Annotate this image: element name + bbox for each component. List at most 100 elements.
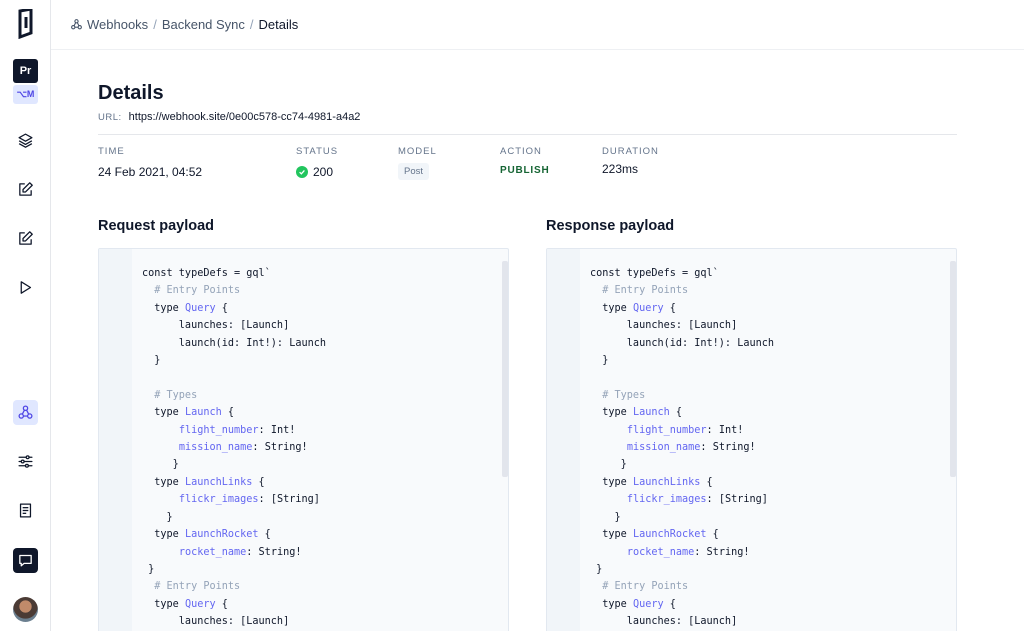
code-line: const typeDefs = gql` <box>142 265 326 282</box>
docs-nav-item[interactable] <box>13 498 38 523</box>
code-line: # Entry Points <box>590 282 774 299</box>
code-token: Query <box>632 598 664 610</box>
chat-icon <box>19 554 32 567</box>
code-token: type <box>590 407 633 419</box>
code-token: const typeDefs = gql` <box>142 268 271 279</box>
code-token: type <box>142 598 185 610</box>
code-line: # Entry Points <box>590 578 774 595</box>
code-line: mission_name: String! <box>590 439 774 456</box>
code-line: } <box>142 509 326 526</box>
content-nav-item[interactable] <box>13 177 38 202</box>
response-payload-code[interactable]: const typeDefs = gql` # Entry Points typ… <box>590 265 774 631</box>
code-token: } <box>142 511 173 523</box>
schema-nav-item[interactable] <box>13 128 38 153</box>
code-line: type Query { <box>590 596 774 613</box>
avatar[interactable] <box>13 597 38 622</box>
action-label: ACTION <box>500 146 542 157</box>
code-token <box>142 494 179 505</box>
response-payload-editor[interactable]: const typeDefs = gql` # Entry Points typ… <box>546 248 957 631</box>
code-token: : String! <box>252 442 308 454</box>
code-token <box>590 425 627 436</box>
editor-nav-item[interactable] <box>13 226 38 251</box>
status-label: STATUS <box>296 146 339 157</box>
webhooks-icon <box>71 19 82 30</box>
settings-nav-item[interactable] <box>13 449 38 474</box>
logo-icon[interactable] <box>17 9 35 39</box>
page-title: Details <box>98 82 164 104</box>
code-line: type Launch { <box>590 404 774 421</box>
code-token: : String! <box>700 442 756 454</box>
code-token: { <box>663 302 676 314</box>
scrollbar[interactable] <box>502 261 508 477</box>
code-token: type <box>142 529 185 541</box>
divider <box>98 134 957 135</box>
code-token: } <box>142 563 155 575</box>
action-value: PUBLISH <box>500 165 550 176</box>
code-line: launches: [Launch] <box>590 613 774 630</box>
code-line: launch(id: Int!): Launch <box>142 335 326 352</box>
request-payload-code[interactable]: const typeDefs = gql` # Entry Points typ… <box>142 265 326 631</box>
check-circle-icon <box>296 166 308 178</box>
code-token: { <box>221 407 235 419</box>
code-token: launch(id: Int!): Launch <box>590 337 775 349</box>
code-line: } <box>590 509 774 526</box>
code-line: } <box>142 561 326 578</box>
breadcrumb-separator: / <box>249 17 254 32</box>
code-line: type Query { <box>142 596 326 613</box>
layers-icon <box>18 133 33 148</box>
code-token: } <box>590 355 609 367</box>
code-token: type <box>590 529 633 541</box>
code-token: type <box>590 302 633 314</box>
code-line: # Entry Points <box>142 282 326 299</box>
code-token: Launch <box>632 407 670 419</box>
code-token: # Entry Points <box>142 285 241 297</box>
code-token: LaunchRocket <box>184 529 259 541</box>
time-field: TIME 24 Feb 2021, 04:52 <box>98 146 202 179</box>
code-token: LaunchLinks <box>184 476 253 488</box>
document-icon <box>19 503 32 518</box>
request-payload-editor[interactable]: const typeDefs = gql` # Entry Points typ… <box>98 248 509 631</box>
code-token: } <box>590 563 603 575</box>
scrollbar[interactable] <box>950 261 956 477</box>
code-token: # Types <box>590 389 646 401</box>
code-line <box>142 369 326 386</box>
environment-badge[interactable]: ⌥M <box>13 85 38 104</box>
code-token <box>142 425 179 436</box>
code-token: } <box>590 511 621 523</box>
code-line: flight_number: Int! <box>142 422 326 439</box>
play-icon <box>20 281 32 294</box>
code-token: launches: [Launch] <box>142 616 290 628</box>
code-token: : [String] <box>706 494 768 506</box>
webhooks-icon <box>18 405 33 419</box>
code-line: } <box>590 352 774 369</box>
code-token: } <box>142 459 179 471</box>
code-token: { <box>700 476 713 488</box>
code-token: launches: [Launch] <box>142 320 290 332</box>
code-line: flight_number: Int! <box>590 422 774 439</box>
code-token <box>590 442 627 453</box>
code-line: mission_name: String! <box>142 439 326 456</box>
code-line: rocket_name: String! <box>590 544 774 561</box>
model-field: MODEL Post <box>398 146 437 180</box>
code-token: } <box>590 459 627 471</box>
code-line: type LaunchRocket { <box>142 526 326 543</box>
code-token <box>590 547 627 558</box>
code-token: flickr_images <box>626 494 707 506</box>
code-token: type <box>590 598 633 610</box>
code-token: : String! <box>246 546 302 558</box>
code-line: type Query { <box>590 300 774 317</box>
project-badge[interactable]: Pr <box>13 59 38 83</box>
code-token: } <box>142 355 161 367</box>
code-token: flickr_images <box>178 494 259 506</box>
code-token: # Types <box>142 389 198 401</box>
code-token: const typeDefs = gql` <box>590 268 719 279</box>
breadcrumb-webhooks-link[interactable]: Webhooks <box>87 17 149 32</box>
chat-nav-item[interactable] <box>13 548 38 573</box>
webhooks-nav-item[interactable] <box>13 400 38 425</box>
duration-field: DURATION 223ms <box>602 146 659 176</box>
breadcrumb-backend-sync-link[interactable]: Backend Sync <box>161 17 245 32</box>
playground-nav-item[interactable] <box>13 275 38 300</box>
code-token: mission_name <box>178 442 253 454</box>
url-value[interactable]: https://webhook.site/0e00c578-cc74-4981-… <box>128 111 361 123</box>
